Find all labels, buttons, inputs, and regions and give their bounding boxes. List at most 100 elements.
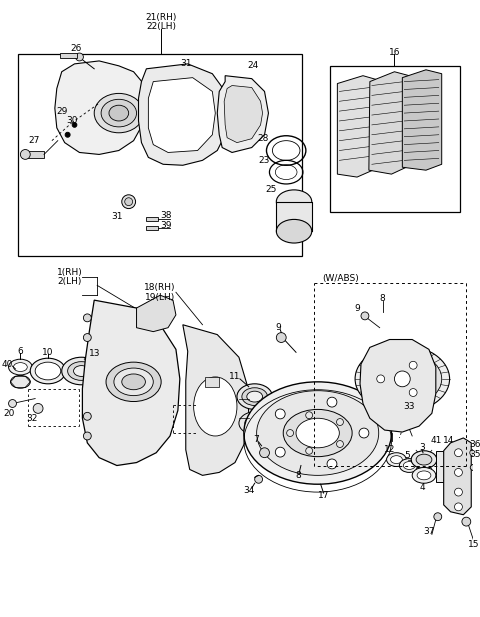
Ellipse shape (122, 374, 145, 390)
Text: 36: 36 (469, 441, 480, 449)
Ellipse shape (9, 359, 32, 375)
Text: 16: 16 (389, 48, 400, 57)
Circle shape (336, 441, 343, 447)
Bar (475, 460, 480, 465)
Circle shape (455, 468, 462, 476)
Circle shape (377, 375, 384, 383)
Circle shape (276, 333, 286, 342)
Text: 35: 35 (469, 450, 480, 459)
Circle shape (361, 312, 369, 320)
Text: 7: 7 (253, 436, 259, 444)
Circle shape (84, 334, 91, 341)
Circle shape (409, 389, 417, 397)
Circle shape (434, 513, 442, 521)
Ellipse shape (403, 462, 415, 470)
Ellipse shape (355, 346, 450, 412)
Text: 8: 8 (380, 294, 385, 303)
Polygon shape (444, 438, 471, 515)
Text: 21(RH): 21(RH) (145, 13, 177, 22)
Ellipse shape (470, 464, 480, 471)
Bar (276, 202, 312, 231)
Text: 31: 31 (180, 59, 192, 68)
Circle shape (75, 53, 84, 61)
Text: 39: 39 (160, 221, 172, 230)
Circle shape (336, 418, 343, 426)
Circle shape (409, 362, 417, 369)
Bar (23, 151, 44, 159)
Ellipse shape (94, 93, 144, 133)
Ellipse shape (283, 410, 352, 457)
Text: 11: 11 (229, 373, 241, 381)
Ellipse shape (30, 358, 66, 384)
Text: 12: 12 (384, 445, 395, 454)
Ellipse shape (68, 362, 95, 380)
Polygon shape (83, 300, 180, 465)
Circle shape (72, 122, 77, 127)
Circle shape (180, 73, 186, 80)
Circle shape (287, 429, 294, 436)
Bar (18, 54, 302, 256)
Ellipse shape (412, 468, 436, 483)
Ellipse shape (417, 471, 431, 480)
Circle shape (276, 409, 285, 419)
Text: 2(LH): 2(LH) (58, 277, 82, 286)
Text: 24: 24 (247, 61, 258, 70)
Bar (146, 217, 158, 222)
Circle shape (84, 314, 91, 322)
Ellipse shape (245, 415, 268, 431)
Text: 19(LH): 19(LH) (145, 292, 175, 302)
Circle shape (455, 449, 462, 457)
Text: 23: 23 (259, 156, 270, 165)
Text: 26: 26 (71, 44, 82, 52)
Bar (146, 226, 158, 230)
Circle shape (84, 412, 91, 420)
Ellipse shape (242, 387, 267, 405)
Text: 25: 25 (266, 185, 277, 194)
Text: 3: 3 (419, 443, 425, 452)
Text: 10: 10 (42, 348, 54, 357)
Circle shape (65, 132, 70, 137)
Polygon shape (136, 295, 176, 331)
Circle shape (306, 412, 312, 419)
Circle shape (9, 400, 16, 407)
Ellipse shape (237, 384, 272, 410)
Ellipse shape (13, 363, 27, 371)
Ellipse shape (373, 358, 432, 400)
Text: 31: 31 (111, 212, 122, 221)
Ellipse shape (257, 391, 379, 475)
Text: 1(RH): 1(RH) (57, 268, 83, 277)
Text: 8: 8 (295, 471, 301, 480)
Text: 4: 4 (419, 482, 425, 492)
Bar (436, 451, 444, 482)
Text: 20: 20 (3, 409, 14, 418)
Text: 28: 28 (258, 134, 269, 143)
Circle shape (20, 149, 30, 159)
Text: 15: 15 (468, 540, 479, 549)
Text: 33: 33 (404, 402, 415, 411)
Polygon shape (369, 72, 409, 174)
Bar (205, 377, 219, 387)
Circle shape (359, 428, 369, 438)
Circle shape (455, 503, 462, 511)
Text: 34: 34 (243, 486, 254, 495)
Text: 38: 38 (160, 211, 172, 220)
Circle shape (255, 475, 263, 483)
Ellipse shape (276, 190, 312, 213)
Text: 29: 29 (56, 107, 67, 115)
Ellipse shape (35, 362, 61, 380)
Text: 14: 14 (443, 436, 454, 445)
Text: 37: 37 (423, 527, 435, 536)
Ellipse shape (101, 99, 136, 127)
Polygon shape (55, 61, 146, 154)
Circle shape (395, 371, 410, 387)
Polygon shape (183, 325, 249, 475)
Circle shape (398, 410, 406, 417)
Circle shape (455, 488, 462, 496)
Ellipse shape (247, 391, 263, 402)
Circle shape (260, 448, 269, 458)
Text: 9: 9 (276, 323, 281, 332)
Ellipse shape (296, 418, 339, 448)
Circle shape (122, 195, 135, 209)
Ellipse shape (276, 220, 312, 243)
Polygon shape (224, 86, 263, 143)
